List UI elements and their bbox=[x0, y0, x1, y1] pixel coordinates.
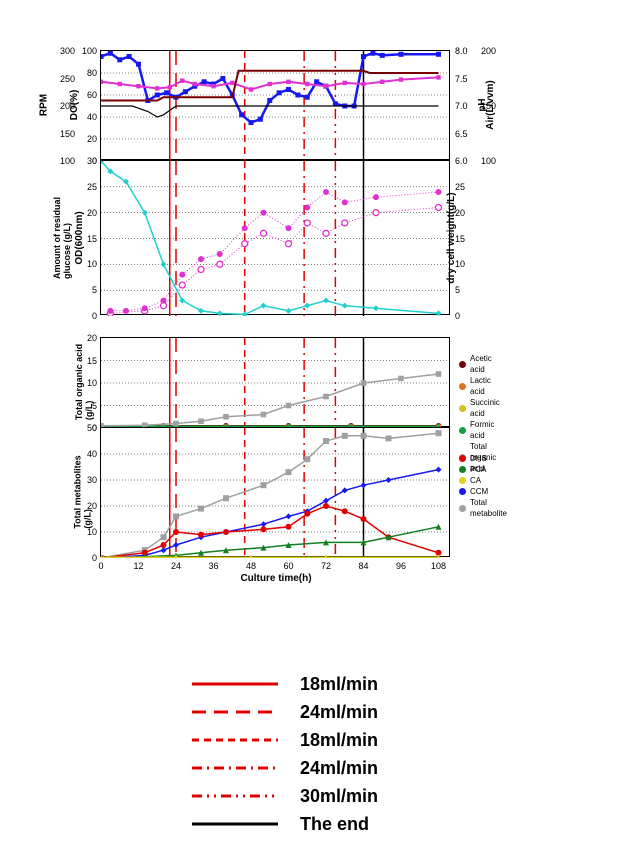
legend-item: CCM bbox=[459, 486, 507, 497]
plot-area bbox=[101, 338, 451, 428]
flow-rate-legend: 18ml/min 24ml/min 18ml/min 24ml/min 30ml/min… bbox=[190, 670, 378, 838]
ytick-label-air: 200 bbox=[481, 46, 496, 56]
ytick-label-rpm: 100 bbox=[53, 156, 75, 166]
ytick-label-ph: 6.5 bbox=[455, 129, 468, 139]
legend-label: PCA bbox=[470, 464, 486, 475]
chart-stack: 0204060801001001502002503006.06.57.07.58… bbox=[100, 50, 520, 579]
legend-item: Formic acid bbox=[459, 419, 500, 441]
xtick-label: 96 bbox=[393, 561, 409, 571]
legend-line-icon bbox=[190, 786, 280, 806]
metabolite-legend: DHSPCACACCMTotal metabolite bbox=[459, 453, 507, 519]
flow-legend-item: 30ml/min bbox=[190, 782, 378, 810]
ylabel-od: OD(600nm) bbox=[74, 211, 85, 264]
ylabel-organic: Total organic acid(g/L) bbox=[74, 344, 94, 420]
legend-item: Total metabolite bbox=[459, 497, 507, 519]
legend-line-icon bbox=[190, 758, 280, 778]
plot-area bbox=[101, 428, 451, 558]
ytick-label: 20 bbox=[77, 134, 97, 144]
legend-item: DHS bbox=[459, 453, 507, 464]
legend-label: Formic acid bbox=[470, 419, 500, 441]
xtick-label: 60 bbox=[281, 561, 297, 571]
plot-area bbox=[101, 161, 451, 316]
ytick-label-right: 10 bbox=[455, 259, 465, 269]
ylabel-do: DO(%) bbox=[69, 90, 80, 121]
ytick-label-ph: 8.0 bbox=[455, 46, 468, 56]
legend-item: PCA bbox=[459, 464, 507, 475]
xtick-label: 108 bbox=[431, 561, 447, 571]
flow-legend-item: The end bbox=[190, 810, 378, 838]
legend-item: Acetic acid bbox=[459, 353, 500, 375]
ytick-label: 50 bbox=[77, 423, 97, 433]
legend-line-icon bbox=[190, 702, 280, 722]
flow-legend-item: 18ml/min bbox=[190, 726, 378, 754]
panel-4: 01020304050Total metabolites(g/L)DHSPCAC… bbox=[100, 427, 450, 557]
legend-item: Succinic acid bbox=[459, 397, 500, 419]
ytick-label: 80 bbox=[77, 68, 97, 78]
ytick-label: 40 bbox=[77, 112, 97, 122]
panel-3: 05101520Total organic acid(g/L)Acetic ac… bbox=[100, 337, 450, 427]
flow-legend-item: 18ml/min bbox=[190, 670, 378, 698]
xtick-label: 48 bbox=[243, 561, 259, 571]
xtick-label: 72 bbox=[318, 561, 334, 571]
ytick-label: 100 bbox=[77, 46, 97, 56]
xlabel: Culture time(h) bbox=[101, 573, 451, 584]
ytick-label-right: 0 bbox=[455, 311, 460, 321]
ytick-label-right: 5 bbox=[455, 285, 460, 295]
ylabel-metabolite: Total metabolites(g/L) bbox=[73, 455, 93, 528]
panel-2: 051015202530OD(600nm)Amount of residualg… bbox=[100, 160, 450, 315]
xtick-label: 84 bbox=[356, 561, 372, 571]
legend-line-icon bbox=[190, 814, 280, 834]
legend-label: Lactic acid bbox=[470, 375, 500, 397]
ytick-label-right: 15 bbox=[455, 234, 465, 244]
flow-legend-item: 24ml/min bbox=[190, 754, 378, 782]
ytick-label-ph: 7.5 bbox=[455, 74, 468, 84]
ytick-label: 25 bbox=[77, 182, 97, 192]
legend-label: 30ml/min bbox=[300, 786, 378, 807]
legend-label: CCM bbox=[470, 486, 488, 497]
legend-item: CA bbox=[459, 475, 507, 486]
legend-item: Lactic acid bbox=[459, 375, 500, 397]
legend-label: Total metabolite bbox=[470, 497, 507, 519]
xtick-label: 0 bbox=[93, 561, 109, 571]
ytick-label-rpm: 300 bbox=[53, 46, 75, 56]
ytick-label-rpm: 250 bbox=[53, 74, 75, 84]
xtick-label: 12 bbox=[131, 561, 147, 571]
ytick-label-rpm: 150 bbox=[53, 129, 75, 139]
ylabel-rpm: RPM bbox=[39, 94, 50, 116]
ytick-label: 0 bbox=[77, 311, 97, 321]
ylabel-air: Air(L/vvm) bbox=[485, 80, 496, 129]
legend-label: 24ml/min bbox=[300, 702, 378, 723]
ytick-label-ph: 7.0 bbox=[455, 101, 468, 111]
legend-line-icon bbox=[190, 730, 280, 750]
legend-label: 18ml/min bbox=[300, 730, 378, 751]
panel-1: 0204060801001001502002503006.06.57.07.58… bbox=[100, 50, 450, 160]
legend-label: The end bbox=[300, 814, 369, 835]
legend-label: 18ml/min bbox=[300, 674, 378, 695]
ytick-label-air: 100 bbox=[481, 156, 496, 166]
xtick-label: 24 bbox=[168, 561, 184, 571]
legend-label: Succinic acid bbox=[470, 397, 500, 419]
ytick-label-ph: 6.0 bbox=[455, 156, 468, 166]
flow-legend-item: 24ml/min bbox=[190, 698, 378, 726]
plot-area bbox=[101, 51, 451, 161]
ylabel-glucose: Amount of residualglucose (g/L) bbox=[52, 196, 72, 278]
ytick-label: 20 bbox=[77, 333, 97, 343]
legend-label: DHS bbox=[470, 453, 487, 464]
legend-label: CA bbox=[470, 475, 481, 486]
ytick-label: 30 bbox=[77, 156, 97, 166]
legend-line-icon bbox=[190, 674, 280, 694]
ytick-label: 60 bbox=[77, 90, 97, 100]
ytick-label-right: 20 bbox=[455, 208, 465, 218]
xtick-label: 36 bbox=[206, 561, 222, 571]
ytick-label: 5 bbox=[77, 285, 97, 295]
legend-label: 24ml/min bbox=[300, 758, 378, 779]
legend-label: Acetic acid bbox=[470, 353, 500, 375]
ytick-label-right: 25 bbox=[455, 182, 465, 192]
